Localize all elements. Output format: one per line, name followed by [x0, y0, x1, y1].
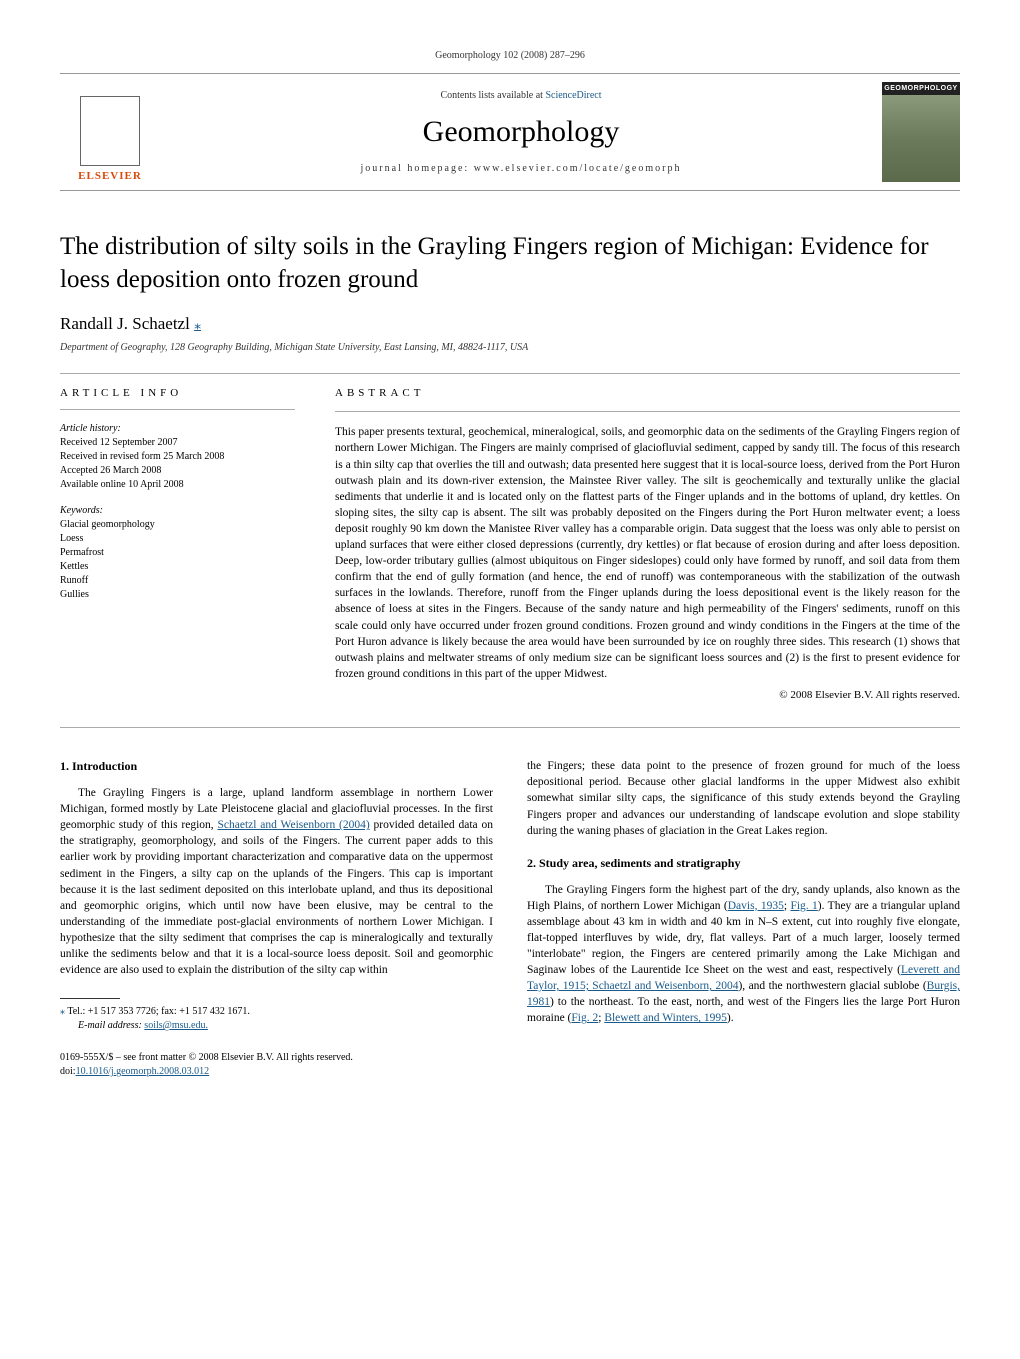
keyword: Runoff [60, 574, 295, 588]
front-matter-footer: 0169-555X/$ – see front matter © 2008 El… [60, 1051, 493, 1079]
email-link[interactable]: soils@msu.edu. [144, 1020, 208, 1031]
keywords-label: Keywords: [60, 504, 295, 518]
author-name: Randall J. Schaetzl ⁎ [60, 314, 960, 334]
author-affiliation: Department of Geography, 128 Geography B… [60, 342, 960, 353]
keyword: Loess [60, 532, 295, 546]
keyword: Kettles [60, 560, 295, 574]
body-text: ), and the northwestern glacial sublobe … [738, 980, 926, 992]
issn-line: 0169-555X/$ – see front matter © 2008 El… [60, 1051, 493, 1065]
section-rule [60, 373, 960, 374]
doi-label: doi: [60, 1066, 76, 1077]
publisher-logo-text: ELSEVIER [78, 170, 142, 182]
running-head: Geomorphology 102 (2008) 287–296 [60, 50, 960, 61]
masthead-center: Contents lists available at ScienceDirec… [160, 90, 882, 174]
figure-link[interactable]: Fig. 2 [571, 1012, 598, 1024]
history-line: Received 12 September 2007 [60, 436, 295, 450]
abstract-rule [335, 411, 960, 412]
journal-cover-thumb: GEOMORPHOLOGY [882, 82, 960, 182]
doi-link[interactable]: 10.1016/j.geomorph.2008.03.012 [76, 1066, 210, 1077]
journal-homepage: journal homepage: www.elsevier.com/locat… [160, 163, 882, 174]
elsevier-tree-icon [80, 96, 140, 166]
contents-line: Contents lists available at ScienceDirec… [160, 90, 882, 101]
section-heading-study: 2. Study area, sediments and stratigraph… [527, 855, 960, 872]
sciencedirect-link[interactable]: ScienceDirect [545, 90, 601, 101]
corresponding-footnote: ⁎ Tel.: +1 517 353 7726; fax: +1 517 432… [60, 1005, 493, 1033]
intro-paragraph: The Grayling Fingers is a large, upland … [60, 785, 493, 978]
body-column-right: the Fingers; these data point to the pre… [527, 758, 960, 1079]
contents-prefix: Contents lists available at [440, 90, 545, 101]
abstract-heading: ABSTRACT [335, 386, 960, 401]
cover-thumb-title: GEOMORPHOLOGY [882, 82, 960, 95]
history-line: Accepted 26 March 2008 [60, 464, 295, 478]
doi-line: doi:10.1016/j.geomorph.2008.03.012 [60, 1065, 493, 1079]
abstract-text: This paper presents textural, geochemica… [335, 424, 960, 682]
author-text: Randall J. Schaetzl [60, 314, 194, 333]
section-rule [60, 727, 960, 728]
article-title: The distribution of silty soils in the G… [60, 231, 960, 296]
article-info-heading: ARTICLE INFO [60, 386, 295, 401]
body-text: ). [727, 1012, 734, 1024]
study-paragraph: The Grayling Fingers form the highest pa… [527, 882, 960, 1027]
citation-link[interactable]: Schaetzl and Weisenborn (2004) [218, 819, 370, 831]
section-heading-intro: 1. Introduction [60, 758, 493, 775]
journal-title: Geomorphology [160, 115, 882, 149]
body-column-left: 1. Introduction The Grayling Fingers is … [60, 758, 493, 1079]
info-rule [60, 409, 295, 410]
history-line: Available online 10 April 2008 [60, 478, 295, 492]
email-label: E-mail address: [78, 1020, 144, 1031]
keyword: Gullies [60, 588, 295, 602]
citation-link[interactable]: Blewett and Winters, 1995 [604, 1012, 727, 1024]
footnote-rule [60, 998, 120, 999]
article-history-block: Article history: Received 12 September 2… [60, 422, 295, 492]
abstract-copyright: © 2008 Elsevier B.V. All rights reserved… [335, 688, 960, 703]
corresponding-author-link[interactable]: ⁎ [194, 318, 201, 333]
cover-thumb-image [882, 95, 960, 182]
meta-abstract-row: ARTICLE INFO Article history: Received 1… [60, 386, 960, 703]
body-text: provided detailed data on the stratigrap… [60, 819, 493, 976]
body-columns: 1. Introduction The Grayling Fingers is … [60, 758, 960, 1079]
history-line: Received in revised form 25 March 2008 [60, 450, 295, 464]
figure-link[interactable]: Fig. 1 [790, 900, 817, 912]
keyword: Glacial geomorphology [60, 518, 295, 532]
citation-link[interactable]: Davis, 1935 [728, 900, 784, 912]
footnote-tel: Tel.: +1 517 353 7726; fax: +1 517 432 1… [65, 1006, 250, 1017]
keywords-block: Keywords: Glacial geomorphology Loess Pe… [60, 504, 295, 602]
history-label: Article history: [60, 422, 295, 436]
masthead: ELSEVIER Contents lists available at Sci… [60, 73, 960, 191]
article-info-column: ARTICLE INFO Article history: Received 1… [60, 386, 295, 703]
keyword: Permafrost [60, 546, 295, 560]
publisher-logo: ELSEVIER [60, 82, 160, 182]
abstract-column: ABSTRACT This paper presents textural, g… [335, 386, 960, 703]
intro-continuation: the Fingers; these data point to the pre… [527, 758, 960, 838]
